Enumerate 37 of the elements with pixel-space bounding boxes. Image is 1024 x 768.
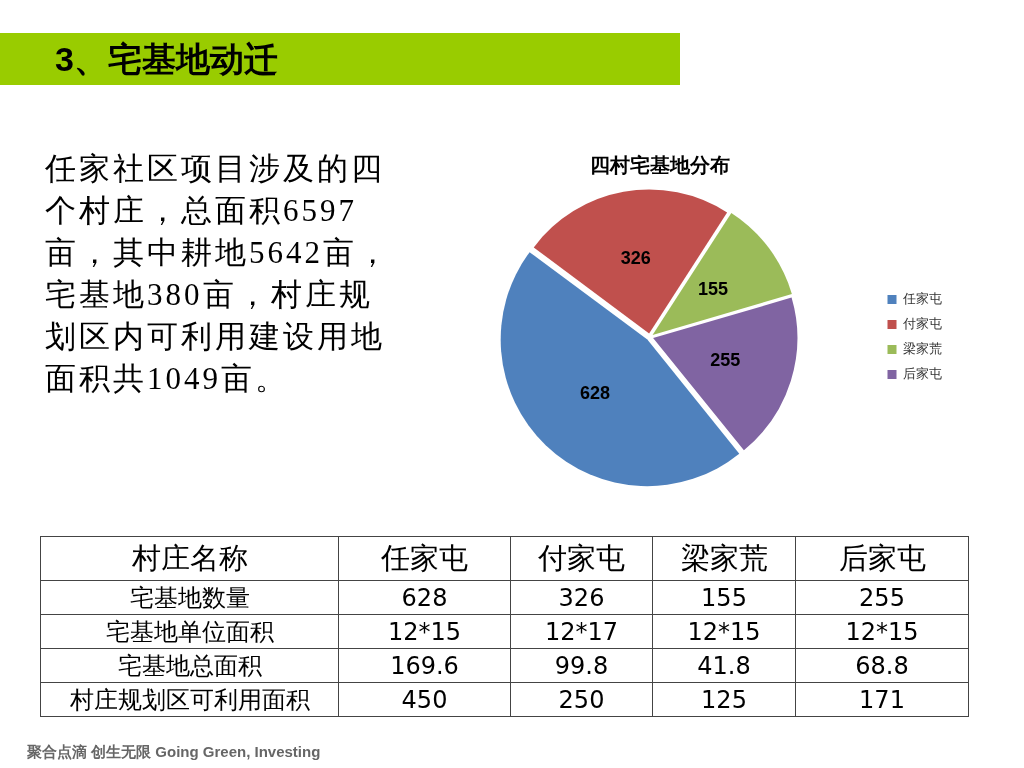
text: 125 <box>701 685 747 714</box>
text: 12*15 <box>845 617 919 646</box>
category-label: 梁家荒 <box>652 536 796 581</box>
text: 250 <box>558 685 605 714</box>
text: 村庄名称 <box>40 536 339 581</box>
category-label: 宅基地数量 <box>129 583 250 612</box>
text: 68.8 <box>855 651 909 680</box>
text: 3、宅基地动迁 <box>55 39 278 80</box>
data-label: 628 <box>579 382 611 403</box>
category-label: 村庄规划区可利用面积 <box>69 685 310 714</box>
legend-label: 后家屯 <box>903 365 942 381</box>
text: 255 <box>859 583 905 612</box>
legend-label: 梁家荒 <box>903 340 942 356</box>
text: 12*17 <box>544 617 619 646</box>
text: 450 <box>401 685 448 714</box>
text: 聚合点滴 创生无限 Going Green, Investing <box>27 743 321 762</box>
text: 99.8 <box>554 651 609 680</box>
legend-label: 任家屯 <box>902 290 942 306</box>
category-label: 付家屯 <box>510 536 653 581</box>
text: 628 <box>401 583 448 612</box>
text: 155 <box>701 583 747 612</box>
text: 任家社区项目涉及的四个村庄，总面积6597亩，其中耕地5642亩，宅基地380亩，村庄规划区内可利用建设用地面积共1049亩。 <box>45 150 392 398</box>
category-label: 后家屯 <box>795 536 969 581</box>
text: 326 <box>558 583 605 612</box>
text: 12*15 <box>687 617 761 646</box>
data-label: 155 <box>698 278 729 299</box>
text: 171 <box>859 685 905 714</box>
category-label: 宅基地总面积 <box>117 651 262 680</box>
legend-label: 付家屯 <box>902 315 942 331</box>
text: 12*15 <box>387 617 462 646</box>
text: 169.6 <box>390 651 459 680</box>
category-label: 任家屯 <box>338 536 511 581</box>
data-label: 255 <box>710 349 741 370</box>
text: 41.8 <box>697 651 751 680</box>
chart-title: 四村宅基地分布 <box>589 153 731 178</box>
category-label: 宅基地单位面积 <box>105 617 274 646</box>
data-label: 326 <box>620 248 651 269</box>
